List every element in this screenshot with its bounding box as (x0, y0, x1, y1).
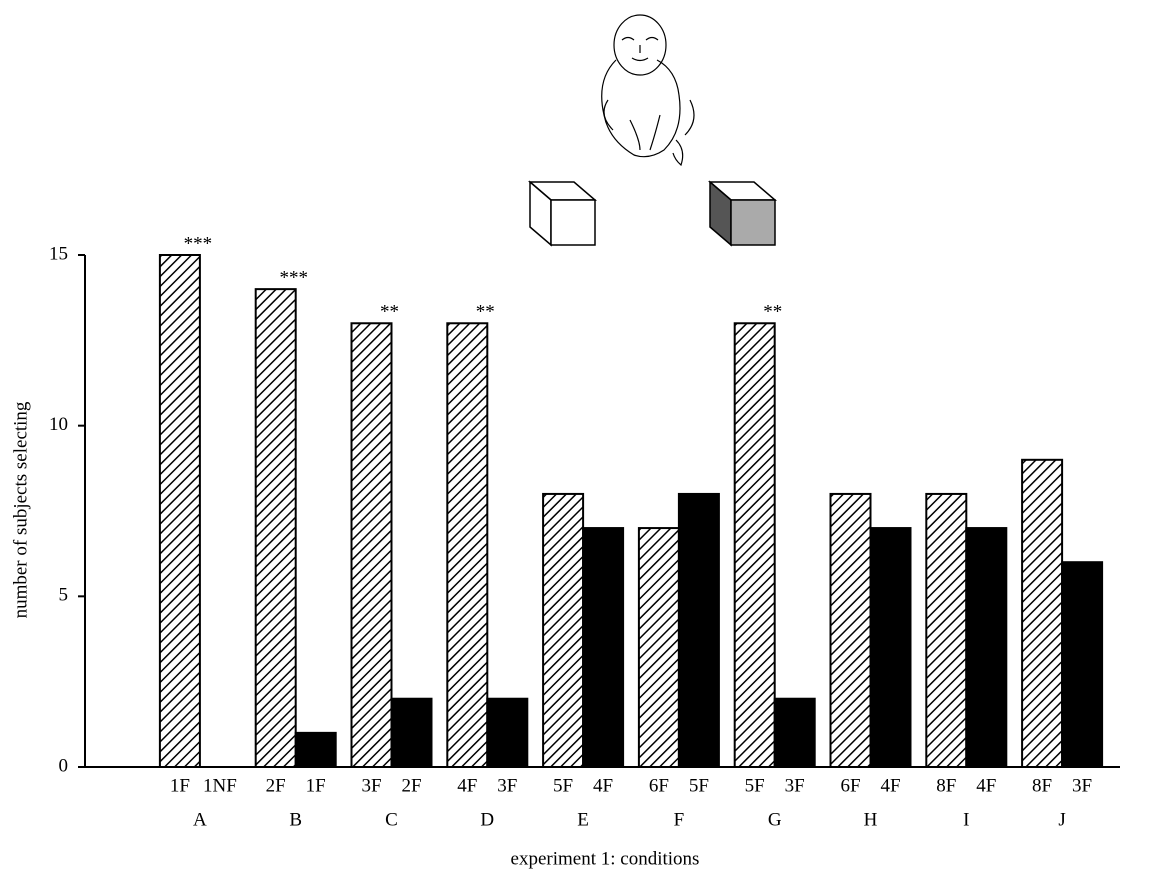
y-tick-label: 0 (59, 755, 69, 776)
bar-label: 4F (457, 775, 477, 796)
bar-label: 6F (840, 775, 860, 796)
x-tick-label: D (480, 809, 494, 830)
bar-label: 8F (1032, 775, 1052, 796)
significance-label: *** (184, 233, 213, 254)
bar (352, 323, 392, 767)
chart: experiment 1: conditions number of subje… (0, 0, 1161, 875)
bar-label: 2F (401, 775, 421, 796)
white-box (530, 182, 595, 245)
bar (392, 699, 432, 767)
bar (256, 289, 296, 767)
x-tick-label: H (864, 809, 878, 830)
y-tick-label: 15 (49, 243, 68, 264)
bar-label: 6F (649, 775, 669, 796)
bar (447, 323, 487, 767)
bar (679, 494, 719, 767)
bar (1022, 460, 1062, 767)
bar (583, 528, 623, 767)
x-tick-label: B (289, 809, 302, 830)
x-tick-label: E (577, 809, 589, 830)
bar-label: 4F (880, 775, 900, 796)
bar-label: 3F (1072, 775, 1092, 796)
bar-label: 3F (361, 775, 381, 796)
y-tick-label: 5 (59, 585, 69, 606)
bar-label: 5F (745, 775, 765, 796)
y-tick-label: 10 (49, 414, 68, 435)
x-tick-label: I (963, 809, 969, 830)
x-tick-label: G (768, 809, 782, 830)
x-tick-label: C (385, 809, 398, 830)
bar-label: 1F (306, 775, 326, 796)
page: {"chart_data": {"type": "bar", "x_label"… (0, 0, 1161, 875)
bar-label: 3F (497, 775, 517, 796)
significance-label: ** (763, 302, 782, 323)
bar-label: 4F (593, 775, 613, 796)
significance-label: ** (476, 302, 495, 323)
monkey-illustration (602, 15, 694, 165)
bar-label: 5F (689, 775, 709, 796)
grey-box (710, 182, 775, 245)
bar-label: 5F (553, 775, 573, 796)
bar (487, 699, 527, 767)
bar (966, 528, 1006, 767)
bar (926, 494, 966, 767)
bar (160, 255, 200, 767)
bar (1062, 562, 1102, 767)
x-tick-label: J (1058, 809, 1065, 830)
bar (831, 494, 871, 767)
bar-label: 1NF (203, 775, 237, 796)
x-tick-label: F (674, 809, 685, 830)
bar (871, 528, 911, 767)
significance-label: ** (380, 302, 399, 323)
bar-label: 3F (785, 775, 805, 796)
bar (735, 323, 775, 767)
bar (543, 494, 583, 767)
bar (639, 528, 679, 767)
significance-label: *** (279, 267, 308, 288)
x-axis-label: experiment 1: conditions (511, 848, 700, 869)
bar-label: 4F (976, 775, 996, 796)
bar-label: 2F (266, 775, 286, 796)
bar-label: 1F (170, 775, 190, 796)
bar (296, 733, 336, 767)
bar-label: 8F (936, 775, 956, 796)
y-axis-label: number of subjects selecting (10, 401, 31, 618)
x-tick-label: A (193, 809, 207, 830)
bar (775, 699, 815, 767)
